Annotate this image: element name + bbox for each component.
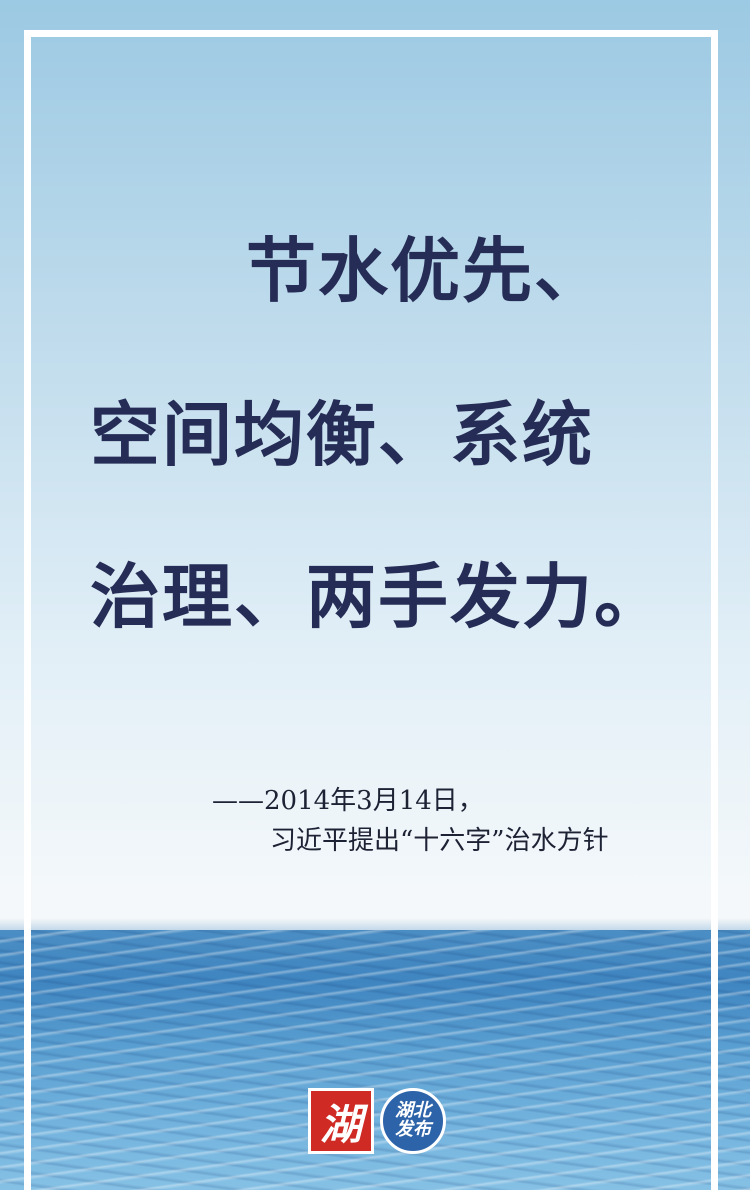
sea-water-background (0, 930, 750, 1190)
poster-white-frame (24, 30, 718, 1190)
attribution-date: ——2014年3月14日， (212, 786, 484, 816)
logo-group: 湖 湖北 发布 (308, 1088, 446, 1154)
headline-line-3: 治理、两手发力。 (90, 556, 666, 638)
headline-line-1: 节水优先、 (246, 230, 606, 312)
headline-line-2: 空间均衡、系统 (90, 394, 594, 476)
hu-logo-icon: 湖 (308, 1088, 374, 1154)
hubei-fabu-logo-line1: 湖北 (395, 1100, 431, 1122)
hubei-fabu-logo-icon: 湖北 发布 (380, 1088, 446, 1154)
hu-logo-label: 湖 (319, 1099, 362, 1149)
attribution-source: 习近平提出“十六字”治水方针 (270, 826, 609, 856)
hubei-fabu-logo-line2: 发布 (395, 1119, 431, 1140)
